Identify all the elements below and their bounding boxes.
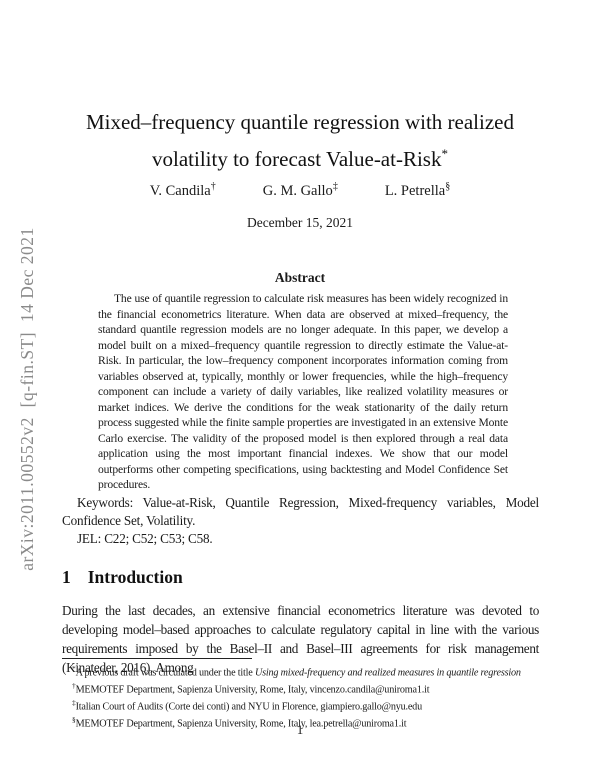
footnote-star-italic-title: Using mixed-frequency and realized measu…: [254, 667, 521, 679]
footnote-rule: [62, 658, 252, 659]
footnote-dagger-marker: †: [72, 680, 76, 690]
author-1-footnote-marker: †: [210, 181, 216, 192]
publication-date: December 15, 2021: [246, 215, 354, 230]
title-line-2: volatility to forecast Value-at-Risk: [152, 147, 442, 171]
abstract-text: The use of quantile regression to calcul…: [98, 292, 508, 491]
footnote-double-dagger-text: Italian Court of Audits (Corte dei conti…: [75, 701, 423, 713]
abstract-heading: Abstract: [274, 270, 326, 285]
author-3-name: L. Petrella: [384, 182, 446, 199]
arxiv-watermark: arXiv:2011.00552v2 [q-fin.ST] 14 Dec 202…: [17, 227, 37, 571]
keywords-line: Keywords: Value-at-Risk, Quantile Regres…: [62, 495, 539, 528]
author-2-name: G. M. Gallo: [262, 182, 333, 199]
author-1-name: V. Candila: [149, 182, 211, 199]
author-2: G. M. Gallo‡: [263, 181, 338, 200]
author-3-footnote-marker: §: [445, 181, 451, 192]
author-3: L. Petrella§: [385, 181, 450, 200]
title-footnote-marker: *: [441, 146, 448, 161]
authors-row: V. Candila† G. M. Gallo‡ L. Petrella§: [0, 181, 600, 200]
page-number: 1: [296, 722, 304, 737]
footnote-double-dagger-marker: ‡: [72, 697, 76, 707]
footnote-star-marker: *: [72, 664, 76, 673]
section-heading-introduction: 1 Introduction: [62, 567, 183, 588]
jel-line: JEL: C22; C52; C53; C58.: [77, 531, 213, 546]
intro-paragraph: During the last decades, an extensive fi…: [62, 603, 539, 675]
footnote-dagger: †MEMOTEF Department, Sapienza University…: [62, 680, 540, 697]
section-number: 1: [62, 567, 71, 587]
footnote-section-mark-text: MEMOTEF Department, Sapienza University,…: [75, 718, 407, 730]
author-1: V. Candila†: [150, 181, 216, 200]
footnote-star-text: A previous draft was circulated under th…: [75, 667, 255, 679]
footnote-star: *A previous draft was circulated under t…: [62, 663, 540, 680]
title-line-1: Mixed–frequency quantile regression with…: [85, 110, 514, 134]
footnote-section-mark: §MEMOTEF Department, Sapienza University…: [62, 714, 540, 731]
section-title: Introduction: [87, 567, 183, 587]
footnote-dagger-text: MEMOTEF Department, Sapienza University,…: [75, 684, 430, 696]
author-2-footnote-marker: ‡: [332, 181, 338, 192]
footnote-section-mark-marker: §: [72, 714, 76, 724]
paper-title: Mixed–frequency quantile regression with…: [0, 107, 600, 175]
footnotes-block: *A previous draft was circulated under t…: [62, 663, 540, 731]
footnote-double-dagger: ‡Italian Court of Audits (Corte dei cont…: [62, 697, 540, 714]
